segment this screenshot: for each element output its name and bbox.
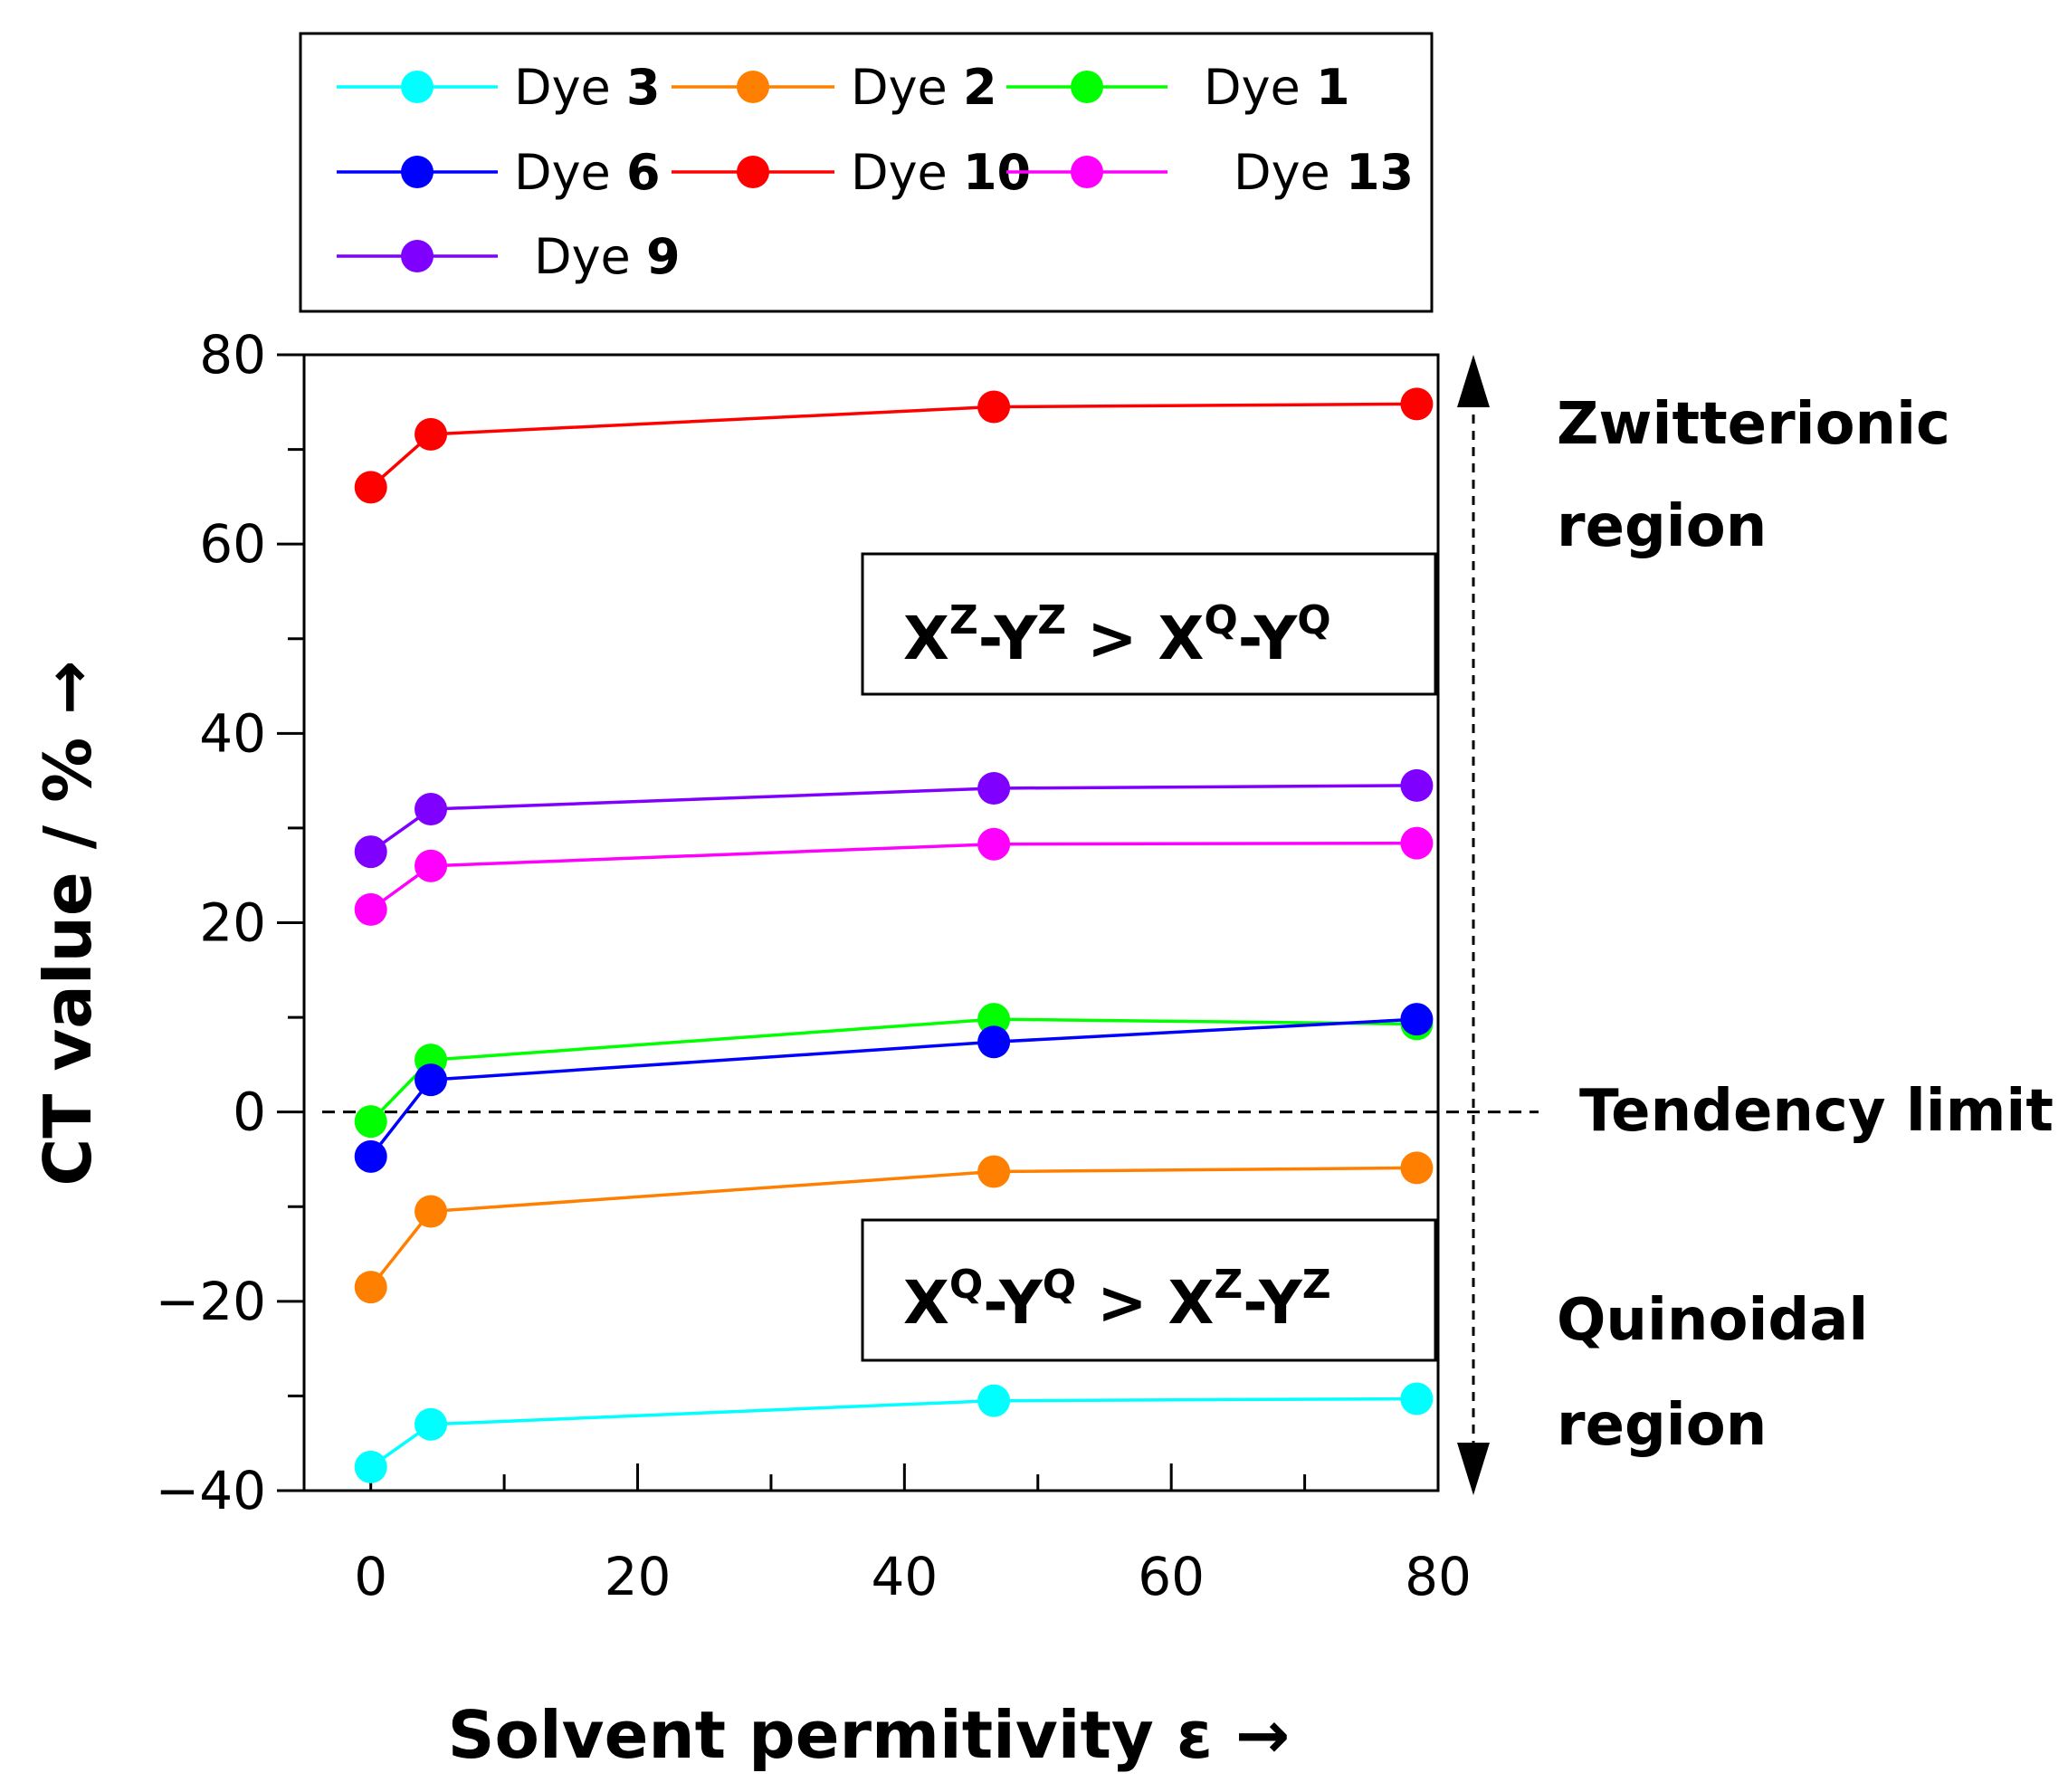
data-point-dye-6 — [977, 1025, 1011, 1059]
arrow-down-icon — [1457, 1443, 1490, 1495]
data-point-dye-2 — [415, 1195, 448, 1228]
legend-label: Dye 10 — [851, 144, 1031, 201]
legend-label: Dye 3 — [514, 59, 661, 116]
data-point-dye-13 — [1400, 826, 1434, 860]
arrow-up-icon — [1457, 355, 1490, 407]
data-point-dye-13 — [977, 827, 1011, 861]
legend-label: Dye 2 — [851, 59, 997, 116]
legend-label: Dye 9 — [534, 228, 681, 285]
series-line-dye-10 — [369, 402, 1417, 489]
legend-item-dye-9: Dye 9 — [337, 228, 681, 285]
data-point-dye-9 — [1400, 768, 1434, 802]
data-point-dye-6 — [354, 1139, 387, 1173]
data-point-dye-3 — [415, 1407, 448, 1441]
legend-swatch-marker — [1071, 71, 1103, 103]
data-point-dye-1 — [977, 1003, 1011, 1036]
legend-item-dye-10: Dye 10 — [672, 144, 1031, 201]
data-point-dye-6 — [1400, 1003, 1434, 1036]
legend-swatch-marker — [401, 240, 434, 272]
y-tick-label: 0 — [233, 1082, 266, 1143]
series-layer — [354, 387, 1434, 1483]
legend-swatch-marker — [401, 71, 434, 103]
x-tick-label: 40 — [871, 1546, 938, 1607]
data-point-dye-9 — [977, 771, 1011, 805]
series-line-dye-9 — [369, 784, 1417, 853]
series-line-dye-2 — [369, 1166, 1417, 1289]
legend-swatch-marker — [737, 71, 769, 103]
data-point-dye-10 — [977, 390, 1011, 424]
data-point-dye-9 — [354, 835, 387, 869]
legend-label: Dye 6 — [514, 144, 661, 201]
data-point-dye-1 — [354, 1105, 387, 1139]
series-line-dye-13 — [369, 841, 1417, 911]
legend-item-dye-1: Dye 1 — [1006, 59, 1350, 116]
legend-item-dye-13: Dye 13 — [1006, 144, 1414, 201]
data-point-dye-13 — [415, 849, 448, 882]
legend-label: Dye 1 — [1204, 59, 1350, 116]
y-tick-label: 20 — [199, 892, 266, 954]
data-point-dye-10 — [1400, 387, 1434, 421]
y-tick-label: −20 — [156, 1271, 266, 1332]
data-point-dye-2 — [1400, 1151, 1434, 1185]
legend-item-dye-2: Dye 2 — [672, 59, 997, 116]
quinoidal-region-label-line1: Quinoidal — [1557, 1287, 1868, 1354]
y-tick-label: −40 — [156, 1460, 266, 1521]
data-point-dye-10 — [415, 417, 448, 451]
x-tick-label: 0 — [354, 1546, 387, 1607]
data-point-dye-6 — [415, 1063, 448, 1097]
x-tick-label: 80 — [1405, 1546, 1472, 1607]
lower-relation-box — [861, 1218, 1437, 1362]
data-point-dye-3 — [977, 1384, 1011, 1417]
y-tick-label: 40 — [199, 702, 266, 764]
data-point-dye-2 — [977, 1155, 1011, 1188]
y-axis-title: CT value / % → — [30, 660, 106, 1186]
legend-item-dye-6: Dye 6 — [337, 144, 661, 201]
legend-swatch-marker — [401, 156, 434, 188]
legend-swatch-marker — [1071, 156, 1103, 188]
legend-label: Dye 13 — [1234, 144, 1414, 201]
upper-relation-text: XZ-YZ > XQ-YQ — [903, 597, 1331, 673]
data-point-dye-2 — [354, 1271, 387, 1304]
legend-item-dye-3: Dye 3 — [337, 59, 661, 116]
y-tick-label: 60 — [199, 513, 266, 575]
legend-swatch-marker — [737, 156, 769, 188]
y-tick-label: 80 — [199, 324, 266, 386]
x-axis-title: Solvent permitivity ε → — [448, 1697, 1291, 1773]
quinoidal-region-label-line2: region — [1557, 1392, 1767, 1459]
data-point-dye-9 — [415, 793, 448, 825]
data-point-dye-13 — [354, 892, 387, 926]
x-axis: 0 20 40 60 80 — [354, 1463, 1472, 1607]
data-point-dye-3 — [1400, 1382, 1434, 1415]
zwitterionic-region-label-line2: region — [1557, 493, 1767, 560]
zwitterionic-region-label-line1: Zwitterionic — [1557, 391, 1950, 458]
x-tick-label: 60 — [1138, 1546, 1205, 1607]
series-line-dye-3 — [369, 1396, 1417, 1469]
y-axis: −40 −20 0 20 40 60 80 — [156, 324, 304, 1521]
x-tick-label: 20 — [605, 1546, 672, 1607]
data-point-dye-10 — [354, 471, 387, 504]
upper-relation-box — [861, 552, 1437, 696]
data-point-dye-3 — [354, 1450, 387, 1483]
tendency-limit-label: Tendency limit — [1579, 1078, 2054, 1145]
legend: Dye 3 Dye 2 Dye 1 Dye 6 Dye 10 Dye 13 Dye 9 — [337, 59, 1414, 285]
series-line-dye-6 — [369, 1017, 1417, 1158]
lower-relation-text: XQ-YQ > XZ-YZ — [903, 1262, 1331, 1338]
series-line-dye-1 — [369, 1017, 1417, 1123]
